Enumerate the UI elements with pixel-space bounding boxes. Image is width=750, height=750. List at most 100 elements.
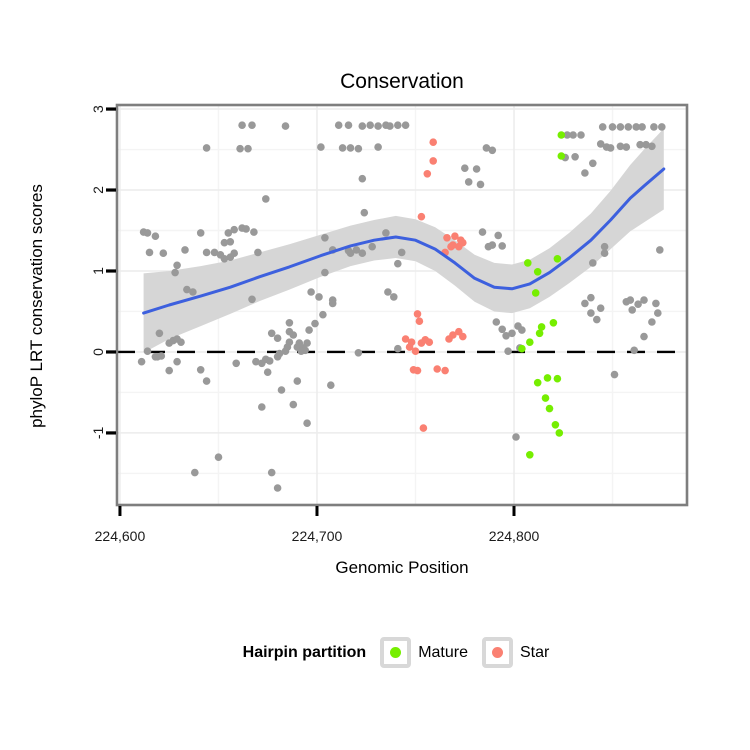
data-point-other bbox=[220, 254, 229, 263]
data-point-other bbox=[589, 259, 597, 267]
y-tick-label: 0 bbox=[90, 348, 106, 356]
data-point-star bbox=[417, 212, 426, 221]
data-point-other bbox=[321, 234, 329, 242]
data-point-mature bbox=[537, 323, 546, 331]
legend-title: Hairpin partition bbox=[242, 643, 367, 661]
data-point-other bbox=[344, 246, 353, 255]
legend-item-label: Mature bbox=[418, 643, 468, 661]
data-point-other bbox=[196, 366, 205, 374]
data-point-other bbox=[242, 225, 250, 233]
data-point-mature bbox=[545, 404, 554, 413]
data-point-other bbox=[159, 249, 168, 257]
data-point-mature bbox=[518, 344, 526, 353]
data-point-other bbox=[636, 140, 644, 149]
data-point-other bbox=[626, 296, 635, 304]
data-point-mature bbox=[543, 374, 552, 382]
data-point-other bbox=[616, 142, 625, 151]
data-point-star bbox=[429, 138, 438, 146]
data-point-other bbox=[587, 309, 595, 317]
data-point-mature bbox=[535, 329, 544, 338]
data-point-other bbox=[196, 229, 205, 237]
data-point-other bbox=[482, 144, 491, 152]
data-point-other bbox=[374, 122, 382, 130]
data-point-other bbox=[606, 144, 615, 152]
data-point-mature bbox=[555, 429, 564, 437]
data-point-other bbox=[317, 143, 325, 151]
data-point-other bbox=[232, 359, 240, 368]
data-point-other bbox=[155, 329, 164, 338]
data-point-other bbox=[151, 232, 160, 240]
legend-item-label: Star bbox=[520, 643, 550, 661]
data-point-other bbox=[137, 357, 146, 366]
data-point-other bbox=[358, 174, 367, 183]
data-point-mature bbox=[526, 451, 534, 459]
data-point-other bbox=[173, 357, 181, 366]
data-point-other bbox=[596, 140, 605, 148]
data-point-mature bbox=[526, 338, 534, 347]
data-point-other bbox=[262, 195, 270, 203]
data-point-other bbox=[273, 334, 282, 343]
data-point-other bbox=[589, 159, 597, 168]
data-point-other bbox=[334, 121, 343, 129]
data-point-other bbox=[143, 347, 152, 356]
data-point-other bbox=[263, 368, 272, 377]
data-point-other bbox=[368, 242, 377, 251]
data-point-other bbox=[577, 131, 585, 139]
data-point-other bbox=[303, 419, 311, 428]
data-point-star bbox=[425, 338, 434, 347]
data-point-other bbox=[394, 259, 402, 268]
data-point-other bbox=[390, 293, 398, 301]
data-point-other bbox=[315, 293, 323, 301]
y-tick-label: 2 bbox=[90, 186, 106, 194]
data-point-mature bbox=[557, 131, 566, 139]
data-point-other bbox=[624, 123, 633, 131]
data-point-other bbox=[273, 484, 282, 492]
data-point-other bbox=[354, 144, 363, 153]
data-point-other bbox=[248, 121, 256, 129]
data-point-star bbox=[459, 238, 467, 247]
data-point-other bbox=[600, 249, 609, 257]
data-point-other bbox=[254, 248, 262, 257]
data-point-other bbox=[394, 344, 402, 353]
data-point-other bbox=[571, 153, 579, 161]
y-tick-label: 1 bbox=[90, 267, 106, 275]
data-point-other bbox=[642, 140, 650, 149]
data-point-other bbox=[476, 180, 485, 189]
data-point-other bbox=[250, 228, 258, 236]
data-point-star bbox=[429, 157, 438, 165]
data-point-other bbox=[346, 144, 355, 152]
data-point-star bbox=[419, 424, 428, 432]
x-axis-title: Genomic Position bbox=[335, 558, 469, 577]
data-point-other bbox=[210, 248, 219, 257]
data-point-other bbox=[384, 288, 392, 296]
data-point-other bbox=[202, 248, 211, 257]
data-point-other bbox=[498, 325, 507, 334]
data-point-other bbox=[478, 228, 487, 236]
data-point-star bbox=[411, 347, 420, 356]
data-point-other bbox=[492, 318, 501, 326]
y-axis-title: phyloP LRT conservation scores bbox=[27, 184, 46, 428]
data-point-other bbox=[394, 121, 402, 129]
data-point-star bbox=[449, 331, 457, 339]
data-point-other bbox=[488, 241, 497, 249]
data-point-other bbox=[650, 123, 658, 131]
data-point-other bbox=[267, 468, 276, 477]
legend-key-box bbox=[482, 637, 513, 668]
data-point-other bbox=[563, 131, 571, 139]
data-point-other bbox=[630, 346, 638, 355]
star-key-dot bbox=[492, 647, 503, 658]
data-point-other bbox=[352, 246, 361, 254]
data-point-other bbox=[640, 296, 648, 304]
plot-title: Conservation bbox=[340, 70, 464, 93]
legend: Hairpin partition Mature Star bbox=[28, 637, 750, 668]
data-point-other bbox=[494, 231, 503, 240]
data-point-other bbox=[569, 131, 577, 139]
data-point-other bbox=[157, 352, 166, 360]
data-point-other bbox=[610, 370, 619, 379]
data-point-other bbox=[600, 242, 609, 251]
data-point-other bbox=[275, 349, 284, 358]
data-point-other bbox=[622, 143, 631, 151]
x-tick-label: 224,800 bbox=[489, 528, 540, 544]
